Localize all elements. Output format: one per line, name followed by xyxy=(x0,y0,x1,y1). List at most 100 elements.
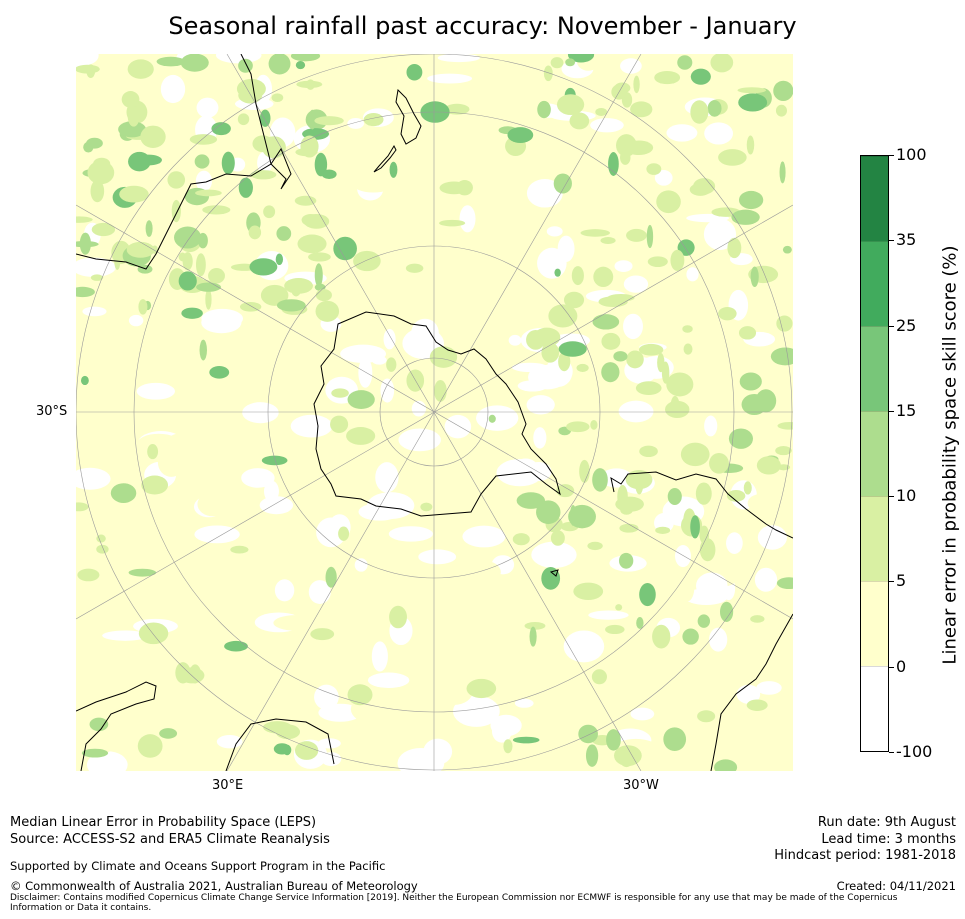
skill-patch xyxy=(698,614,710,627)
skill-patch xyxy=(296,61,305,69)
skill-patch xyxy=(141,475,168,494)
skill-patch xyxy=(439,220,465,227)
skill-patch xyxy=(146,220,153,237)
skill-patch xyxy=(652,625,670,649)
skill-patch xyxy=(129,315,143,326)
skill-patch xyxy=(275,579,294,601)
skill-patch xyxy=(398,429,441,452)
skill-patch xyxy=(593,267,613,287)
skill-patch xyxy=(718,149,747,166)
skill-patch xyxy=(429,127,442,140)
skill-patch xyxy=(128,59,154,79)
skill-patch xyxy=(138,265,153,274)
colorbar-segment xyxy=(861,581,888,666)
skill-patch xyxy=(291,415,333,438)
skill-patch xyxy=(136,434,181,456)
skill-patch xyxy=(440,182,469,195)
skill-patch xyxy=(263,205,275,218)
skill-patch xyxy=(201,312,241,333)
skill-patch xyxy=(462,526,505,548)
colorbar-tick-mark xyxy=(889,326,894,327)
skill-patch xyxy=(352,174,395,193)
skill-patch xyxy=(411,319,438,347)
skill-patch xyxy=(90,718,109,731)
skill-patch xyxy=(138,734,163,758)
skill-patch xyxy=(262,456,288,466)
skill-patch xyxy=(636,381,662,395)
skill-patch xyxy=(576,364,588,372)
skill-patch xyxy=(704,514,731,528)
skill-patch xyxy=(601,362,619,382)
skill-patch xyxy=(147,444,158,459)
skill-patch xyxy=(242,402,279,423)
skill-patch xyxy=(573,566,592,582)
skill-patch xyxy=(490,715,521,737)
colorbar-label: Linear error in probability space skill … xyxy=(940,245,961,664)
skill-patch xyxy=(573,583,603,600)
skill-patch xyxy=(459,205,475,232)
skill-patch xyxy=(718,307,736,320)
colorbar-tick-mark xyxy=(889,752,894,753)
skill-patch xyxy=(554,269,560,277)
skill-patch xyxy=(195,190,222,197)
skill-patch xyxy=(570,113,590,130)
skill-patch xyxy=(533,328,560,347)
skill-patch xyxy=(96,545,108,554)
skill-patch xyxy=(592,669,607,684)
copyright-note: © Commonwealth of Australia 2021, Austra… xyxy=(10,878,418,894)
skill-patch xyxy=(727,238,741,258)
skill-patch xyxy=(513,737,540,744)
skill-patch xyxy=(82,749,108,758)
skill-patch xyxy=(196,253,206,276)
skill-patch xyxy=(709,453,729,474)
skill-patch xyxy=(238,59,253,73)
skill-patch xyxy=(697,710,715,722)
skill-patch xyxy=(595,108,607,116)
skill-patch xyxy=(738,93,767,111)
skill-patch xyxy=(434,380,447,402)
skill-patch xyxy=(590,420,597,430)
skill-patch xyxy=(189,664,201,683)
skill-patch xyxy=(686,267,698,281)
skill-patch xyxy=(592,468,608,492)
skill-patch xyxy=(348,390,375,409)
skill-patch xyxy=(579,460,590,483)
skill-patch xyxy=(353,251,381,271)
skill-patch xyxy=(547,226,563,236)
colorbar-segment xyxy=(861,156,888,241)
skill-patch xyxy=(276,254,283,266)
skill-patch xyxy=(86,346,112,358)
skill-patch xyxy=(780,161,786,183)
skill-patch xyxy=(314,116,343,125)
skill-patch xyxy=(119,186,148,203)
skill-patch xyxy=(465,560,501,584)
skill-patch xyxy=(316,301,340,322)
skill-patch xyxy=(249,225,261,239)
skill-patch xyxy=(461,618,503,641)
skill-patch xyxy=(675,545,691,567)
skill-patch xyxy=(615,260,633,272)
skill-patch xyxy=(161,686,185,694)
colorbar-segment xyxy=(861,496,888,581)
skill-patch xyxy=(624,275,648,292)
skill-patch xyxy=(588,610,628,619)
skill-patch xyxy=(544,65,553,81)
skill-patch xyxy=(308,252,331,261)
skill-patch xyxy=(224,641,248,652)
skill-patch xyxy=(135,155,162,166)
skill-patch xyxy=(615,497,644,512)
skill-patch xyxy=(598,188,645,219)
skill-patch xyxy=(316,289,332,301)
skill-patch xyxy=(709,628,727,652)
skill-patch xyxy=(530,627,537,647)
skill-patch xyxy=(599,296,628,307)
skill-patch xyxy=(666,124,697,141)
skill-patch xyxy=(390,162,398,178)
run-date: Run date: 9th August xyxy=(818,815,956,831)
skill-patch xyxy=(272,93,284,102)
skill-patch xyxy=(304,214,329,229)
colorbar-tick-mark xyxy=(889,581,894,582)
skill-patch xyxy=(76,65,100,74)
skill-patch xyxy=(389,526,433,541)
skill-patch xyxy=(384,329,396,349)
